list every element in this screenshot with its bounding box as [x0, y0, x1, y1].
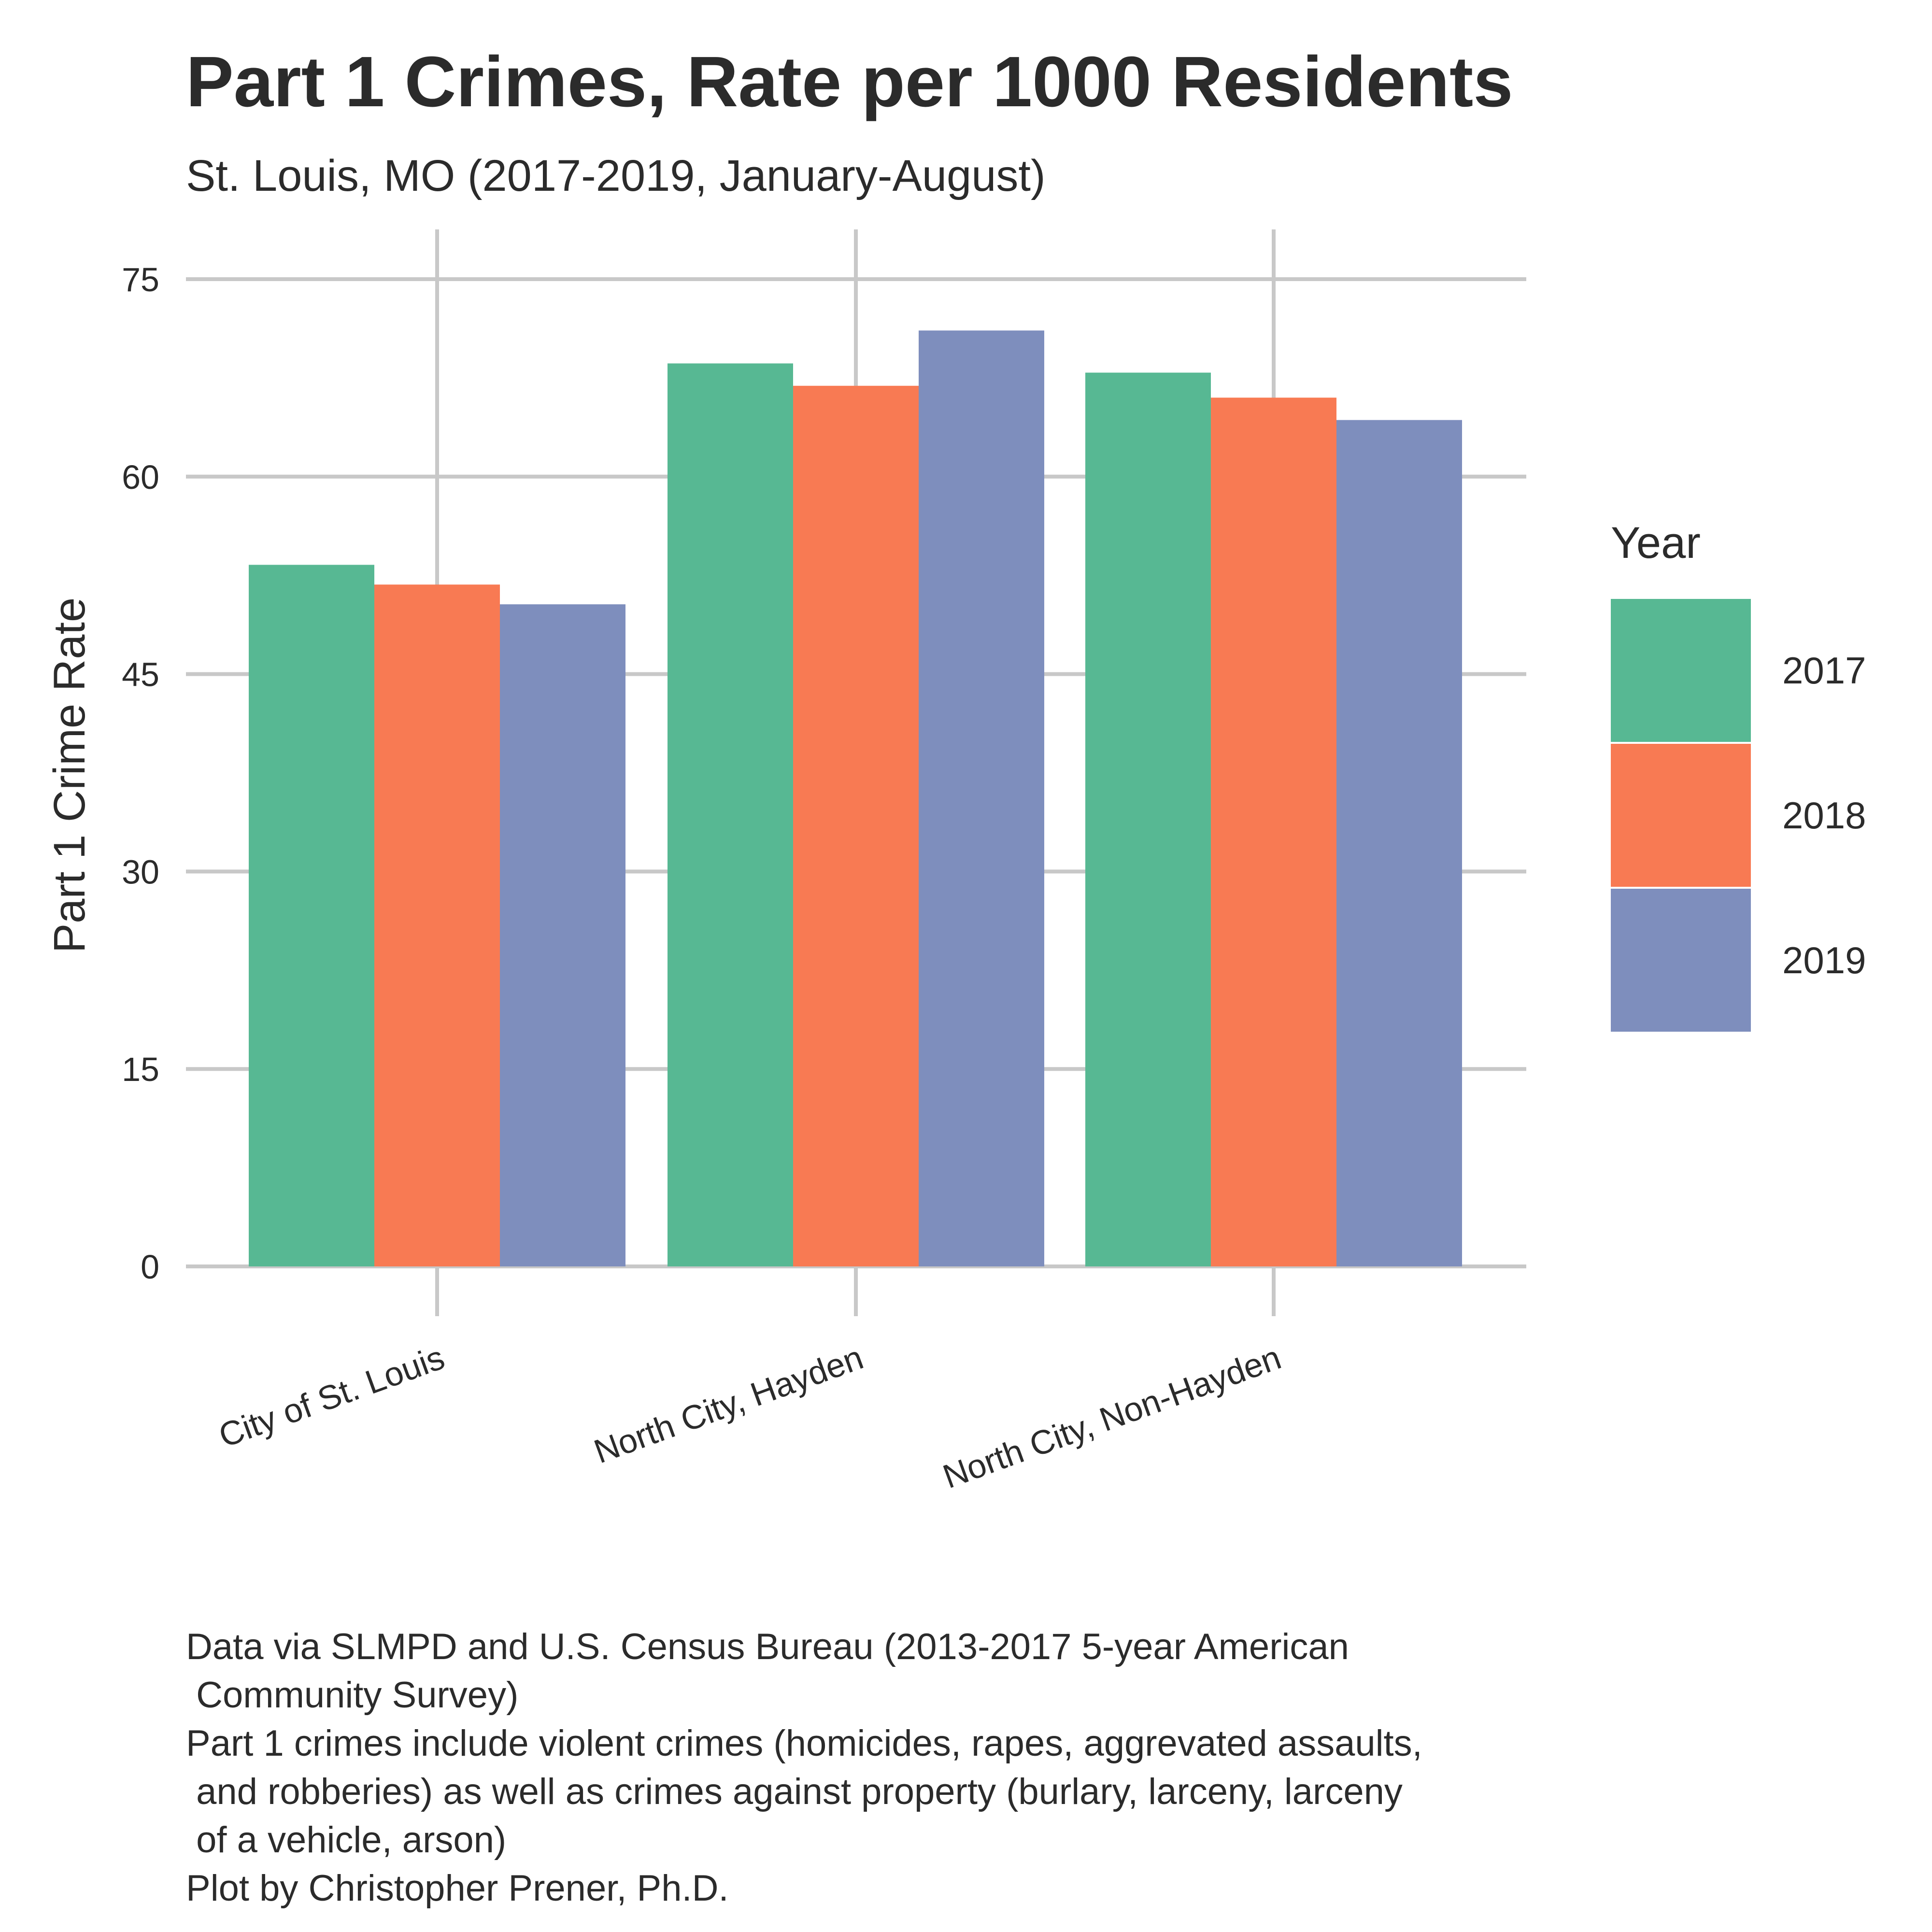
bar-2018-2 [793, 385, 919, 1267]
y-axis-label: Part 1 Crime Rate [45, 597, 94, 953]
bar-2017-3 [1085, 372, 1211, 1266]
legend-key-2017 [1611, 599, 1751, 742]
y-tick-label: 15 [122, 1051, 159, 1088]
bar-2019-3 [1336, 420, 1462, 1267]
y-tick-label: 60 [122, 458, 159, 496]
legend: Year 2017 2018 2019 [1611, 518, 1866, 1032]
caption: Data via SLMPD and U.S. Census Bureau (2… [186, 1626, 1422, 1909]
bar-2019-1 [500, 604, 625, 1266]
legend-key-2019 [1611, 889, 1751, 1032]
caption-line: and robberies) as well as crimes against… [186, 1771, 1403, 1812]
legend-key-2018 [1611, 744, 1751, 887]
chart-title: Part 1 Crimes, Rate per 1000 Residents [186, 42, 1513, 122]
caption-line: Plot by Christopher Prener, Ph.D. [186, 1868, 729, 1909]
bar-2018-3 [1211, 398, 1336, 1266]
x-tick-label: North City, Hayden [589, 1338, 868, 1471]
y-tick-label: 0 [141, 1248, 159, 1286]
x-tick-label: North City, Non-Hayden [938, 1338, 1286, 1496]
x-tick-label: City of St. Louis [214, 1338, 449, 1455]
bar-2019-2 [919, 330, 1044, 1266]
bar-2017-2 [668, 363, 793, 1266]
bar-2017-1 [249, 565, 374, 1266]
caption-line: Part 1 crimes include violent crimes (ho… [186, 1723, 1422, 1764]
caption-line: Community Survey) [186, 1675, 518, 1716]
legend-label-2018: 2018 [1782, 794, 1866, 837]
y-tick-label: 45 [122, 656, 159, 694]
legend-label-2017: 2017 [1782, 649, 1866, 692]
bars [249, 330, 1462, 1267]
legend-title: Year [1611, 518, 1701, 568]
chart-subtitle: St. Louis, MO (2017-2019, January-August… [186, 151, 1046, 200]
y-axis-ticks: 0 15 30 45 60 75 [122, 261, 159, 1286]
legend-label-2019: 2019 [1782, 939, 1866, 981]
y-tick-label: 30 [122, 853, 159, 891]
caption-line: Data via SLMPD and U.S. Census Bureau (2… [186, 1626, 1349, 1667]
x-axis-ticks: City of St. Louis North City, Hayden North… [214, 1338, 1286, 1496]
caption-line: of a vehicle, arson) [186, 1819, 506, 1861]
bar-2018-1 [374, 584, 500, 1266]
y-tick-label: 75 [122, 261, 159, 298]
